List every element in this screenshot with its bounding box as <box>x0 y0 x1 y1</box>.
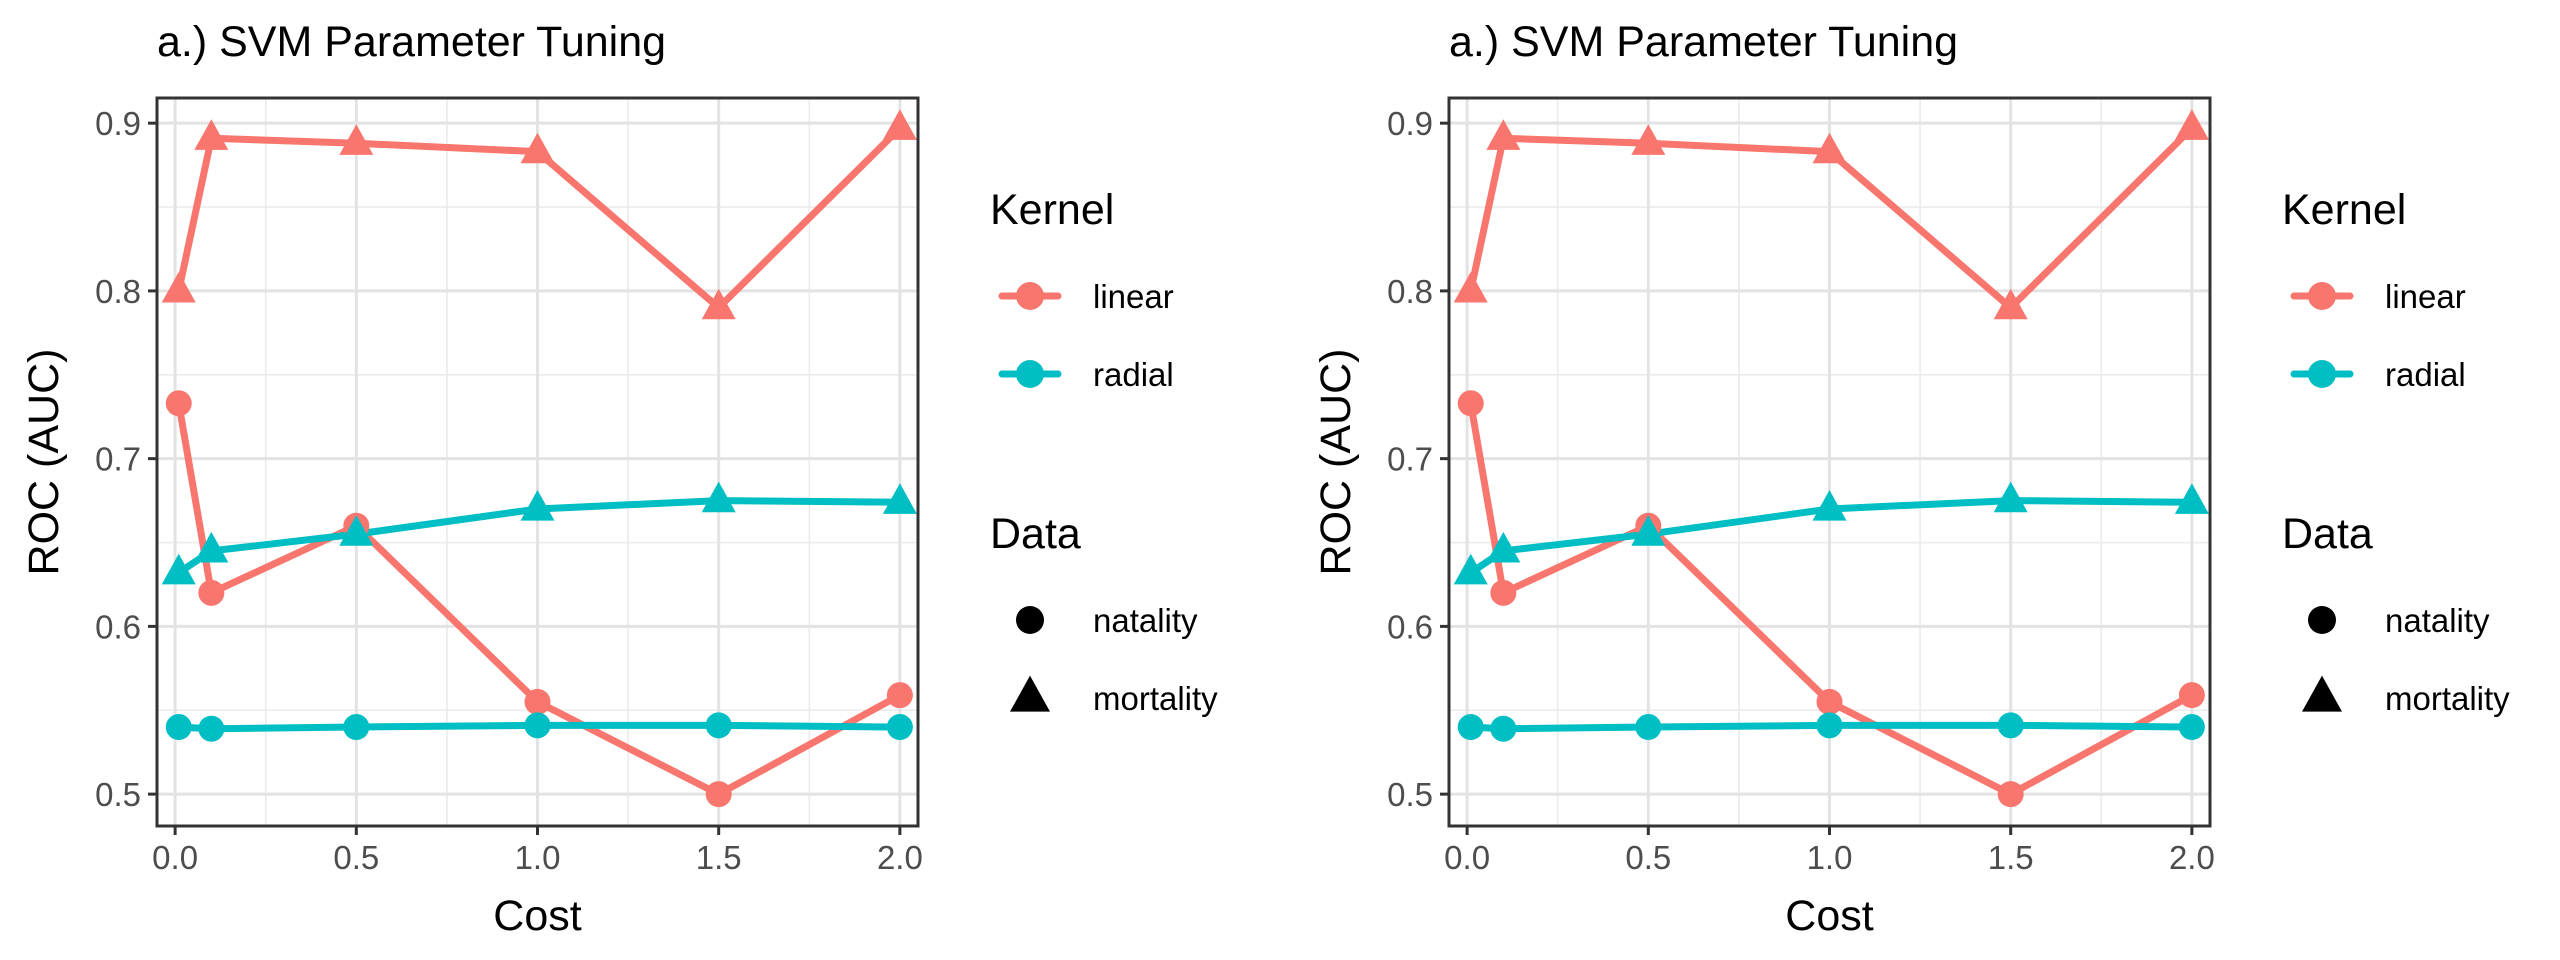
point-linear-natality <box>705 781 732 808</box>
point-radial-natality <box>1816 712 1843 739</box>
point-linear-natality <box>198 579 225 606</box>
chart-title: a.) SVM Parameter Tuning <box>1449 18 1958 66</box>
point-radial-natality <box>2178 714 2205 741</box>
chart-title: a.) SVM Parameter Tuning <box>157 18 666 66</box>
point-radial-natality <box>1997 712 2024 739</box>
point-linear-mortality <box>2174 109 2209 140</box>
point-linear-mortality <box>1993 288 2028 320</box>
y-tick-label: 0.7 <box>95 441 141 478</box>
legend-title-kernel: Kernel <box>990 186 1114 234</box>
point-linear-natality <box>2178 682 2205 709</box>
point-radial-mortality <box>701 481 736 513</box>
legend-key-natality <box>1016 606 1044 634</box>
point-linear-mortality <box>1486 119 1521 150</box>
y-tick-label: 0.5 <box>95 776 141 813</box>
legend-key-dot-radial <box>1016 360 1044 388</box>
point-radial-mortality <box>1486 531 1521 563</box>
legend-label-linear: linear <box>2385 278 2466 315</box>
y-tick-label: 0.8 <box>95 273 141 310</box>
point-radial-natality <box>343 714 370 741</box>
x-tick-label: 0.5 <box>1625 839 1671 876</box>
point-radial-natality <box>886 714 913 741</box>
y-tick-label: 0.8 <box>1387 273 1433 310</box>
legend-title-data: Data <box>990 510 1081 558</box>
point-linear-mortality <box>701 288 736 320</box>
point-radial-mortality <box>194 531 229 563</box>
point-linear-natality <box>1490 579 1517 606</box>
y-tick-label: 0.5 <box>1387 776 1433 813</box>
x-tick-label: 0.5 <box>333 839 379 876</box>
legend-key-dot-radial <box>2308 360 2336 388</box>
series-line-linear-mortality <box>1467 124 2196 312</box>
y-tick-label: 0.6 <box>1387 608 1433 645</box>
point-linear-natality <box>524 688 551 715</box>
point-linear-mortality <box>161 271 196 303</box>
legend-title-kernel: Kernel <box>2282 186 2406 234</box>
point-radial-mortality <box>1812 489 1847 521</box>
legend-key-natality <box>2308 606 2336 634</box>
point-radial-mortality <box>339 515 374 546</box>
series-line-linear-mortality <box>175 124 904 312</box>
point-radial-mortality <box>1453 553 1488 585</box>
chart-panel-2: 0.0 0.5 1.0 1.5 2.0 0.5 0.6 0.7 0.8 0.9 a.) SVM Pa… <box>1312 18 2510 940</box>
legend: Kernel linear radial Data natality mortality <box>2282 186 2510 717</box>
point-linear-natality <box>1457 390 1484 417</box>
point-linear-natality <box>165 390 192 417</box>
y-axis-title: ROC (AUC) <box>1312 349 1360 576</box>
x-tick-label: 0.0 <box>152 839 198 876</box>
legend-key-mortality <box>1010 675 1050 712</box>
x-axis-title: Cost <box>493 892 581 940</box>
x-tick-label: 1.0 <box>1807 839 1853 876</box>
y-tick-label: 0.9 <box>95 105 141 142</box>
legend: Kernel linear radial Data natality mortality <box>990 186 1218 717</box>
point-radial-natality <box>524 712 551 739</box>
point-radial-mortality <box>1993 481 2028 513</box>
point-linear-mortality <box>1631 124 1666 155</box>
legend-label-natality: natality <box>1093 602 1198 639</box>
point-linear-mortality <box>339 124 374 155</box>
legend-title-data: Data <box>2282 510 2373 558</box>
point-radial-mortality <box>520 489 555 521</box>
point-radial-natality <box>165 714 192 741</box>
point-radial-natality <box>198 715 225 742</box>
x-tick-label: 1.5 <box>1988 839 2034 876</box>
legend-label-radial: radial <box>1093 356 1174 393</box>
point-radial-natality <box>1635 714 1662 741</box>
point-radial-natality <box>1490 715 1517 742</box>
x-tick-label: 1.0 <box>515 839 561 876</box>
point-linear-natality <box>886 682 913 709</box>
point-radial-mortality <box>882 483 917 514</box>
point-linear-mortality <box>194 119 229 150</box>
legend-key-mortality <box>2302 675 2342 712</box>
legend-label-mortality: mortality <box>2385 680 2510 717</box>
legend-key-dot-linear <box>2308 282 2336 310</box>
legend-label-natality: natality <box>2385 602 2490 639</box>
point-radial-mortality <box>1631 515 1666 546</box>
point-linear-mortality <box>882 109 917 140</box>
point-linear-natality <box>1816 688 1843 715</box>
y-tick-label: 0.7 <box>1387 441 1433 478</box>
point-linear-mortality <box>520 132 555 164</box>
point-linear-mortality <box>1453 271 1488 303</box>
y-tick-label: 0.9 <box>1387 105 1433 142</box>
point-radial-mortality <box>161 553 196 585</box>
chart-panel-1: 0.0 0.5 1.0 1.5 2.0 0.5 0.6 0.7 0.8 0.9 a.) SVM Pa… <box>20 18 1218 940</box>
x-tick-label: 2.0 <box>877 839 923 876</box>
x-tick-label: 1.5 <box>696 839 742 876</box>
y-axis-title: ROC (AUC) <box>20 349 68 576</box>
legend-label-mortality: mortality <box>1093 680 1218 717</box>
x-axis-title: Cost <box>1785 892 1873 940</box>
legend-label-linear: linear <box>1093 278 1174 315</box>
legend-label-radial: radial <box>2385 356 2466 393</box>
y-tick-label: 0.6 <box>95 608 141 645</box>
point-linear-natality <box>1997 781 2024 808</box>
point-radial-natality <box>705 712 732 739</box>
x-tick-label: 2.0 <box>2169 839 2215 876</box>
legend-key-dot-linear <box>1016 282 1044 310</box>
point-radial-mortality <box>2174 483 2209 514</box>
point-radial-natality <box>1457 714 1484 741</box>
x-tick-label: 0.0 <box>1444 839 1490 876</box>
point-linear-mortality <box>1812 132 1847 164</box>
